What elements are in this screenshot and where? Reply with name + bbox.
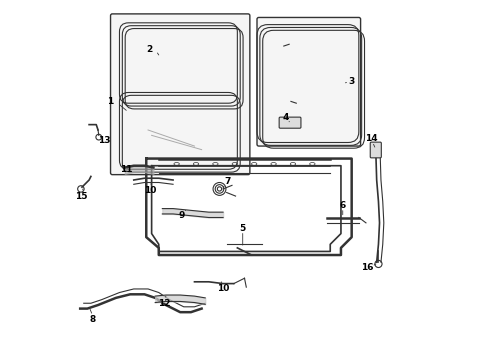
Text: 5: 5	[239, 224, 245, 233]
Text: 11: 11	[120, 165, 132, 174]
Text: 14: 14	[364, 134, 377, 143]
Text: 8: 8	[89, 315, 96, 324]
Text: 16: 16	[361, 263, 373, 272]
FancyBboxPatch shape	[369, 142, 381, 158]
Text: 15: 15	[75, 192, 87, 201]
Text: 4: 4	[282, 113, 288, 122]
Text: 1: 1	[107, 97, 113, 106]
Text: 10: 10	[217, 284, 229, 293]
Text: 6: 6	[339, 201, 345, 210]
FancyBboxPatch shape	[279, 117, 300, 128]
Text: 12: 12	[158, 299, 170, 308]
Text: 9: 9	[179, 211, 185, 220]
Text: 10: 10	[144, 186, 157, 195]
Text: 7: 7	[224, 177, 230, 186]
FancyBboxPatch shape	[257, 18, 360, 146]
Text: 2: 2	[146, 45, 153, 54]
FancyBboxPatch shape	[110, 14, 249, 175]
Text: 13: 13	[98, 136, 110, 145]
Text: 3: 3	[348, 77, 354, 86]
